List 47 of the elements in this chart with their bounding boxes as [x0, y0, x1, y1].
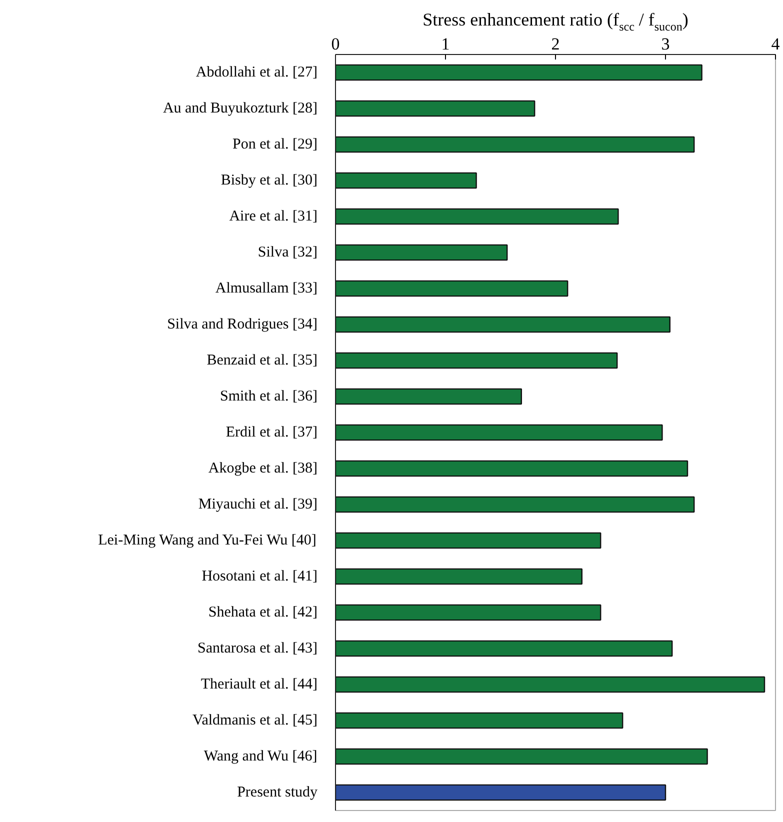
y-tick-label: Pon et al. [29] [232, 136, 318, 152]
bar [336, 712, 624, 729]
bar [336, 172, 477, 189]
y-tick-label: Santarosa et al. [43] [198, 640, 318, 656]
y-tick-label: Akogbe et al. [38] [208, 460, 318, 476]
y-tick-label: Aire et al. [31] [229, 208, 318, 224]
y-tick-label: Bisby et al. [30] [220, 172, 318, 188]
y-tick-label: Smith et al. [36] [220, 388, 318, 404]
y-tick-label: Silva and Rodrigues [34] [167, 316, 318, 332]
x-tick-label: 4 [771, 34, 780, 54]
bar [336, 604, 602, 621]
bar [336, 64, 702, 81]
y-tick-label: Wang and Wu [46] [204, 748, 318, 764]
y-tick-label: Silva [32] [258, 244, 318, 260]
y-tick-label: Miyauchi et al. [39] [198, 496, 318, 512]
x-tick-label: 1 [441, 34, 450, 54]
bar [336, 280, 568, 297]
y-tick-label: Lei-Ming Wang and Yu-Fei Wu [40] [98, 532, 316, 548]
y-tick-label: Benzaid et al. [35] [206, 352, 318, 368]
bar [336, 784, 666, 801]
x-tick-label: 3 [661, 34, 670, 54]
x-tick-label: 2 [551, 34, 560, 54]
bar [336, 208, 619, 225]
bar [336, 136, 695, 153]
y-tick-label: Abdollahi et al. [27] [196, 64, 318, 80]
bar [336, 640, 673, 657]
bar [336, 676, 766, 693]
bar [336, 748, 708, 765]
bar [336, 352, 618, 369]
y-tick-label: Hosotani et al. [41] [202, 568, 318, 584]
bar [336, 460, 688, 477]
y-tick-label: Valdmanis et al. [45] [192, 712, 318, 728]
bar [336, 388, 522, 405]
y-tick-label: Present study [237, 784, 318, 800]
bar [336, 100, 536, 117]
bar [336, 316, 670, 333]
bar [336, 568, 582, 585]
y-tick-label: Theriault et al. [44] [200, 676, 318, 692]
y-tick-label: Shehata et al. [42] [208, 604, 318, 620]
bar [336, 244, 508, 261]
y-tick-label: Almusallam [33] [215, 280, 318, 296]
bar [336, 424, 663, 441]
y-tick-label: Au and Buyukozturk [28] [162, 100, 318, 116]
bar [336, 496, 695, 513]
x-tick-label: 0 [331, 34, 340, 54]
bar [336, 532, 602, 549]
y-tick-label: Erdil et al. [37] [226, 424, 318, 440]
